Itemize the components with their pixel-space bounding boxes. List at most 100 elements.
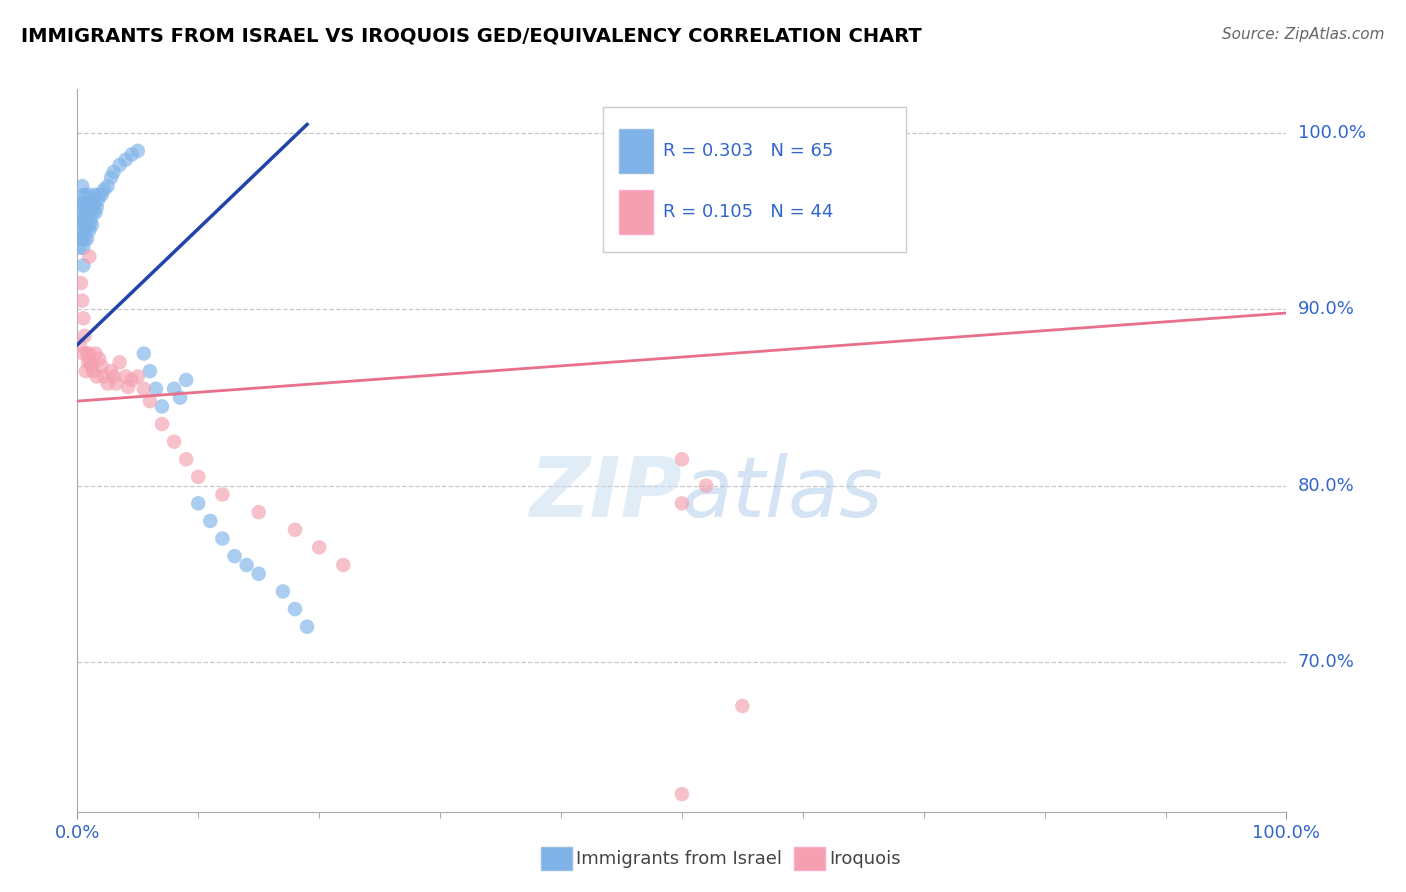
Point [72,259,94,273]
Point [235,558,257,572]
Point [86,369,108,384]
Text: R = 0.303   N = 65: R = 0.303 N = 65 [662,142,832,160]
Point [86,200,108,214]
Point [70,232,93,246]
Point [70,196,93,211]
Point [150,417,173,431]
Point [100,364,122,378]
Point [284,602,307,616]
Point [174,452,197,467]
Point [671,787,693,801]
Text: 100.0%: 100.0% [1298,124,1365,142]
Point [84,346,107,360]
Text: 70.0%: 70.0% [1298,653,1354,671]
Point [200,514,222,528]
Point [72,205,94,219]
Text: R = 0.105   N = 44: R = 0.105 N = 44 [662,203,832,221]
Point [69,223,91,237]
Text: ZIP: ZIP [529,453,682,534]
Point [72,241,94,255]
Point [96,376,118,391]
Text: Immigrants from Israel: Immigrants from Israel [576,850,783,868]
Point [103,165,125,179]
Point [103,369,125,384]
Point [127,369,149,384]
Point [224,549,246,564]
Point [73,196,96,211]
Text: atlas: atlas [682,453,883,534]
Point [70,276,93,290]
Point [187,496,209,510]
Point [121,373,143,387]
FancyBboxPatch shape [619,128,652,173]
Point [70,214,93,228]
Point [139,364,162,378]
Point [93,183,115,197]
Point [211,532,233,546]
Point [69,337,91,351]
Point [83,196,105,211]
Text: IMMIGRANTS FROM ISRAEL VS IROQUOIS GED/EQUIVALENCY CORRELATION CHART: IMMIGRANTS FROM ISRAEL VS IROQUOIS GED/E… [21,27,922,45]
Point [332,558,354,572]
Point [132,346,155,360]
Point [121,147,143,161]
Point [69,241,91,255]
Point [114,153,136,167]
Point [79,346,101,360]
Point [139,394,162,409]
Point [84,205,107,219]
Point [295,620,318,634]
Point [75,364,97,378]
Point [70,179,93,194]
Point [127,144,149,158]
Point [84,188,107,202]
Point [731,698,754,713]
Point [77,218,100,232]
Point [73,329,96,343]
Point [70,232,93,246]
Point [87,351,110,366]
Text: 90.0%: 90.0% [1298,301,1354,318]
Point [671,452,693,467]
Point [70,293,93,308]
Point [80,200,103,214]
Point [96,179,118,194]
Point [87,188,110,202]
Point [70,214,93,228]
Point [70,196,93,211]
Point [72,223,94,237]
Point [271,584,294,599]
Point [308,541,330,555]
Point [79,196,101,211]
Point [187,470,209,484]
Point [79,223,101,237]
Point [76,346,98,360]
FancyBboxPatch shape [603,107,905,252]
Point [174,373,197,387]
Point [69,205,91,219]
Point [150,400,173,414]
Point [163,434,186,449]
Point [72,188,94,202]
Point [75,205,97,219]
Point [247,505,270,519]
Point [79,205,101,219]
Point [73,232,96,246]
Point [671,496,693,510]
Point [211,487,233,501]
Point [72,346,94,360]
Point [73,214,96,228]
Point [132,382,155,396]
Point [77,200,100,214]
Point [90,359,112,373]
Point [80,218,103,232]
Point [93,369,115,384]
Point [79,188,101,202]
Point [105,376,128,391]
FancyBboxPatch shape [619,191,652,235]
Point [145,382,167,396]
Point [77,355,100,369]
Point [117,380,139,394]
Point [79,214,101,228]
Point [163,382,186,396]
